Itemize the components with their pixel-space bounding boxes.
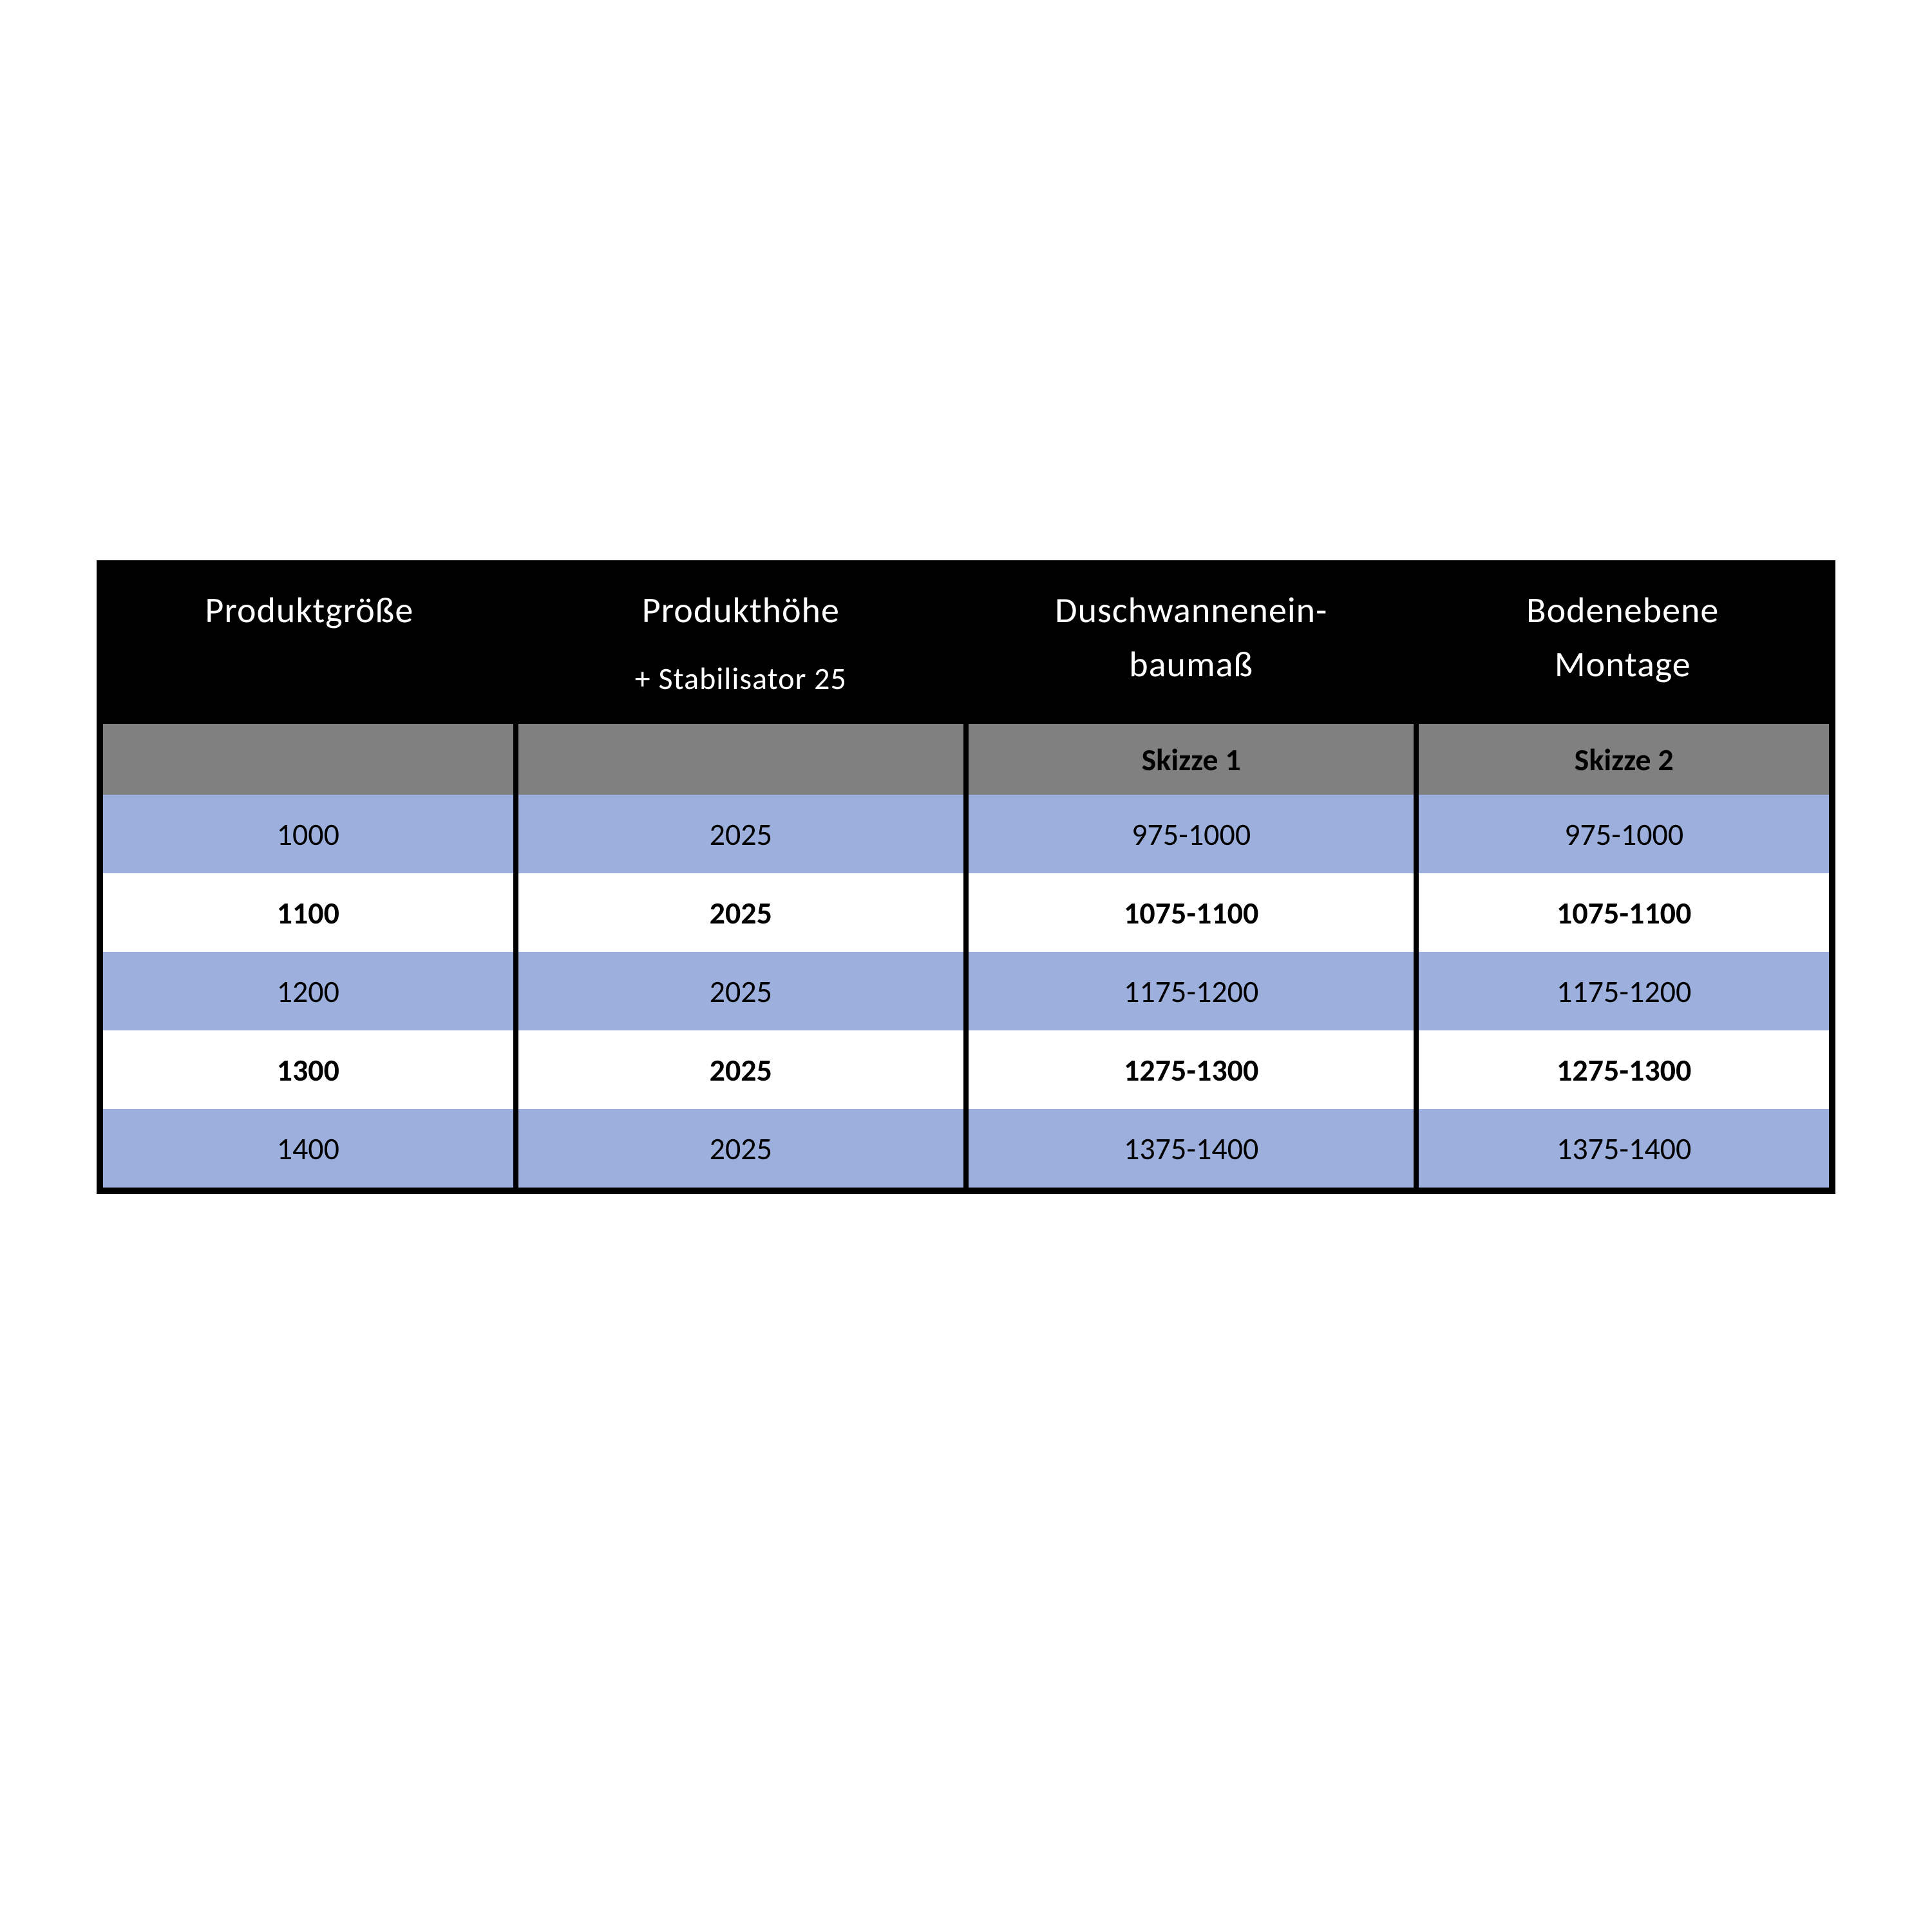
product-dimensions-table: Produktgröße Produkthöhe + Stabilisator … bbox=[97, 560, 1835, 1194]
col-header-label-line1: Duschwannenein- bbox=[1055, 589, 1327, 632]
subheader-cell: Skizze 1 bbox=[966, 724, 1416, 795]
col-header-label: Produkthöhe bbox=[642, 589, 840, 632]
cell: 2025 bbox=[516, 1030, 966, 1109]
cell: 1075-1100 bbox=[966, 873, 1416, 952]
table-row: 1000 2025 975-1000 975-1000 bbox=[100, 795, 1832, 873]
cell: 2025 bbox=[516, 1109, 966, 1191]
col-header-produktgroesse: Produktgröße bbox=[100, 560, 516, 724]
cell: 1375-1400 bbox=[1416, 1109, 1832, 1191]
cell: 975-1000 bbox=[966, 795, 1416, 873]
cell: 1075-1100 bbox=[1416, 873, 1832, 952]
col-header-label-line2: baumaß bbox=[1129, 643, 1253, 687]
cell: 1275-1300 bbox=[966, 1030, 1416, 1109]
cell: 2025 bbox=[516, 873, 966, 952]
cell: 1175-1200 bbox=[966, 952, 1416, 1030]
col-header-label: Produktgröße bbox=[205, 589, 413, 632]
cell: 1400 bbox=[100, 1109, 516, 1191]
subheader-cell bbox=[516, 724, 966, 795]
cell: 1300 bbox=[100, 1030, 516, 1109]
cell: 2025 bbox=[516, 952, 966, 1030]
subheader-cell: Skizze 2 bbox=[1416, 724, 1832, 795]
cell: 1275-1300 bbox=[1416, 1030, 1832, 1109]
col-header-duschwanne: Duschwannenein- baumaß bbox=[966, 560, 1416, 724]
table-row: 1300 2025 1275-1300 1275-1300 bbox=[100, 1030, 1832, 1109]
subheader-cell bbox=[100, 724, 516, 795]
col-header-bodenebene: Bodenebene Montage bbox=[1416, 560, 1832, 724]
table-row: 1100 2025 1075-1100 1075-1100 bbox=[100, 873, 1832, 952]
col-header-produkthoehe: Produkthöhe + Stabilisator 25 bbox=[516, 560, 966, 724]
table-row: 1400 2025 1375-1400 1375-1400 bbox=[100, 1109, 1832, 1191]
cell: 2025 bbox=[516, 795, 966, 873]
table-row: 1200 2025 1175-1200 1175-1200 bbox=[100, 952, 1832, 1030]
col-header-label-line1: Bodenebene bbox=[1526, 589, 1719, 632]
col-header-label-line2: Montage bbox=[1555, 643, 1691, 687]
cell: 1375-1400 bbox=[966, 1109, 1416, 1191]
col-header-sublabel: + Stabilisator 25 bbox=[529, 656, 953, 702]
cell: 975-1000 bbox=[1416, 795, 1832, 873]
cell: 1175-1200 bbox=[1416, 952, 1832, 1030]
cell: 1200 bbox=[100, 952, 516, 1030]
table-header-row: Produktgröße Produkthöhe + Stabilisator … bbox=[100, 560, 1832, 724]
table-subheader-row: Skizze 1 Skizze 2 bbox=[100, 724, 1832, 795]
cell: 1100 bbox=[100, 873, 516, 952]
cell: 1000 bbox=[100, 795, 516, 873]
product-dimensions-table-container: Produktgröße Produkthöhe + Stabilisator … bbox=[97, 560, 1835, 1194]
